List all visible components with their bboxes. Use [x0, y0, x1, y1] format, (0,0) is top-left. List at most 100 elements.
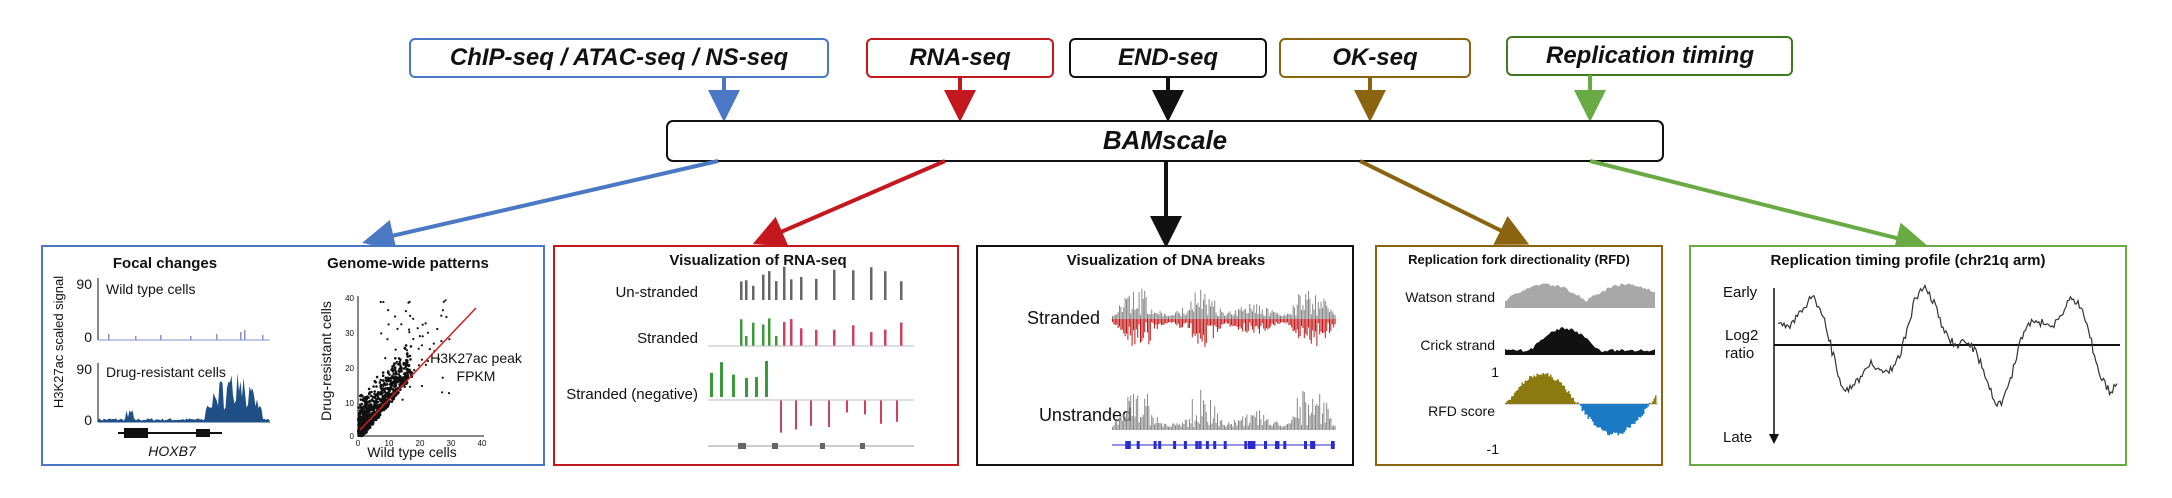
ok-rfd-positive	[1649, 402, 1651, 404]
end-gene-exon	[1158, 441, 1162, 449]
scatter-point	[387, 323, 390, 326]
ok-rfd-negative	[1638, 404, 1640, 417]
wt-peak	[244, 330, 246, 340]
end-bar-unstranded	[1144, 398, 1146, 430]
scatter-point	[406, 361, 409, 364]
ok-rfd-negative	[1592, 404, 1594, 422]
end-bar-unstranded	[1112, 427, 1113, 430]
end-bar-unstranded	[1231, 424, 1232, 430]
end-bar-plus	[1140, 314, 1141, 319]
scatter-point	[382, 300, 385, 304]
end-bar-plus	[1281, 315, 1283, 319]
end-bar-plus	[1306, 299, 1308, 319]
end-bar-plus	[1232, 315, 1234, 319]
end-bar-plus	[1215, 312, 1217, 319]
ok-rfd-negative	[1589, 404, 1591, 417]
ok-rfd-negative	[1604, 404, 1606, 431]
scatter-point	[368, 399, 371, 403]
end-bar-unstranded	[1119, 417, 1120, 430]
scatter-point	[404, 310, 407, 313]
end-bar-minus	[1156, 319, 1158, 330]
end-bar-unstranded	[1114, 421, 1116, 430]
scatter-point	[412, 337, 415, 341]
end-bar-plus	[1159, 310, 1161, 319]
end-bar-unstranded	[1187, 426, 1189, 430]
end-bar-minus	[1274, 319, 1276, 326]
scatter-point	[403, 385, 406, 388]
end-bar-unstranded	[1247, 425, 1249, 430]
end-bar-unstranded	[1219, 420, 1221, 430]
end-gene-exon	[1195, 441, 1199, 449]
end-gene-exon	[1136, 441, 1140, 449]
end-bar-plus	[1212, 306, 1214, 319]
end-bar-minus	[1247, 319, 1249, 331]
scatter-point	[371, 421, 375, 424]
scatter-point	[412, 317, 415, 320]
end-bar-plus	[1326, 305, 1328, 319]
ok-rfd-negative	[1595, 404, 1597, 426]
rt-title: Replication timing profile (chr21q arm)	[1770, 252, 2045, 269]
scatter-point	[382, 406, 386, 410]
scatter-point	[373, 417, 376, 420]
scatter-point	[380, 332, 383, 335]
end-bar-unstranded	[1273, 423, 1274, 430]
end-bar-unstranded	[1281, 426, 1283, 430]
ok-rfd-negative	[1581, 404, 1583, 412]
rna-peak-unstranded	[815, 278, 818, 300]
scatter-point	[408, 354, 412, 358]
end-bar-plus	[1270, 312, 1272, 319]
input-replication-timing-label: Replication timing	[1546, 42, 1754, 69]
scatter-point	[408, 385, 412, 388]
end-bar-minus	[1238, 319, 1239, 330]
scatter-point	[382, 379, 385, 382]
end-bar-unstranded	[1205, 412, 1207, 430]
end-bar-unstranded	[1310, 412, 1312, 430]
scatter-point	[394, 372, 398, 375]
input-ok-seq-label: OK-seq	[1332, 44, 1418, 71]
end-gene-exon	[1198, 441, 1202, 449]
scatter-point	[378, 381, 382, 384]
scatter-point	[363, 402, 367, 406]
end-bar-minus	[1201, 319, 1203, 342]
end-bar-plus	[1309, 298, 1311, 319]
end-bar-unstranded	[1215, 422, 1217, 430]
end-bar-unstranded	[1137, 395, 1139, 430]
rna-gene-model	[708, 443, 914, 449]
end-bar-plus	[1124, 298, 1126, 319]
scatter-point	[376, 416, 380, 419]
ok-rfd-negative	[1611, 404, 1613, 435]
end-bar-unstranded	[1142, 414, 1144, 430]
end-bar-minus	[1236, 319, 1238, 327]
scatter-point	[361, 394, 364, 398]
end-bar-plus	[1134, 309, 1136, 319]
scatter-point	[387, 309, 390, 312]
end-bar-unstranded	[1204, 404, 1206, 430]
end-bar-minus	[1191, 319, 1193, 338]
ok-rfd-positive	[1557, 379, 1559, 404]
end-bar-minus	[1308, 319, 1309, 328]
scatter-point	[441, 376, 444, 379]
ok-rfd-negative	[1625, 404, 1627, 431]
ok-rfd-negative	[1616, 404, 1618, 433]
wt-peak	[108, 334, 110, 340]
ok-rfd-positive	[1535, 376, 1537, 404]
rna-peak-plus	[745, 377, 748, 397]
end-gene-exon	[1205, 441, 1209, 449]
scatter-point	[369, 408, 373, 412]
rna-peak-minus	[828, 400, 830, 427]
ok-rfd-negative	[1617, 404, 1619, 436]
tick-0-bottom: 0	[84, 412, 92, 428]
end-bar-plus	[1116, 314, 1118, 319]
scatter-point	[393, 368, 397, 372]
end-bar-minus	[1187, 319, 1189, 328]
end-bar-unstranded	[1128, 400, 1130, 430]
rna-peak-stranded	[800, 328, 803, 346]
end-gene-exon	[1173, 441, 1177, 449]
end-bar-plus	[1190, 301, 1192, 319]
end-bar-plus	[1288, 313, 1290, 319]
end-bar-minus	[1282, 319, 1284, 323]
scatter-point	[403, 346, 407, 350]
end-bar-plus	[1284, 314, 1286, 319]
end-bar-unstranded	[1183, 424, 1185, 430]
scatter-point	[381, 399, 385, 403]
